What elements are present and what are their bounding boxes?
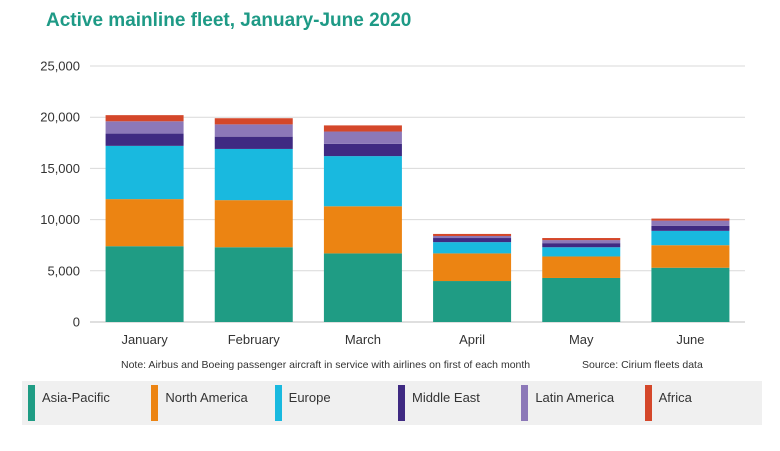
bar-segment (214, 136, 293, 149)
legend-label: Latin America (535, 390, 615, 405)
bar-segment (323, 156, 402, 207)
bar-segment (542, 240, 621, 244)
bar-segment (105, 115, 184, 122)
y-tick-label: 10,000 (40, 212, 80, 227)
y-tick-label: 5,000 (47, 263, 80, 278)
y-tick-label: 20,000 (40, 110, 80, 125)
x-tick-label: April (459, 332, 485, 347)
legend-label: Middle East (411, 390, 480, 405)
legend: Asia-Pacific North America Europe Middle Ea… (22, 381, 762, 425)
y-tick-label: 0 (73, 315, 80, 330)
bar-segment (433, 238, 512, 243)
legend-swatch (274, 385, 282, 421)
bar-segment (214, 247, 293, 322)
bar-segment (542, 256, 621, 278)
legend-swatch (151, 385, 159, 421)
legend-item: North America (145, 381, 268, 425)
bar-segment (323, 131, 402, 144)
x-tick-label: May (569, 332, 594, 347)
legend-swatch (28, 385, 35, 421)
bar-segment (105, 199, 184, 247)
bar-segment (214, 118, 293, 125)
bar-segment (323, 253, 402, 322)
bar-segment (542, 247, 621, 257)
legend-swatch (644, 385, 652, 421)
x-tick-label: January (121, 332, 168, 347)
legend-item: Africa (639, 381, 762, 425)
bar-segment (214, 148, 293, 201)
bar-segment (433, 242, 512, 254)
bar-segment (542, 243, 621, 248)
bar-segment (105, 145, 184, 200)
bar-segment (651, 267, 730, 322)
chart-title: Active mainline fleet, January-June 2020 (46, 10, 412, 31)
legend-item: Middle East (392, 381, 515, 425)
bar-segment (214, 200, 293, 248)
bar-segment (433, 233, 512, 236)
bar-segment (323, 143, 402, 157)
x-tick-label: February (228, 332, 281, 347)
x-tick-label: June (676, 332, 704, 347)
bar-segment (105, 121, 184, 134)
legend-swatch (521, 385, 529, 421)
bar-segment (651, 218, 730, 221)
bar-segment (542, 238, 621, 241)
bar-segment (651, 245, 730, 268)
bar-segment (105, 133, 184, 146)
bar-segment (651, 230, 730, 246)
y-tick-label: 15,000 (40, 161, 80, 176)
bar-segment (433, 235, 512, 239)
bar-segment (105, 246, 184, 322)
bar-segment (323, 125, 402, 132)
bar-segment (433, 281, 512, 322)
legend-item: Europe (269, 381, 392, 425)
legend-label: Asia-Pacific (42, 390, 110, 405)
legend-label: Europe (288, 390, 331, 405)
legend-swatch (397, 385, 405, 421)
bar-segment (214, 124, 293, 137)
bar-segment (542, 277, 621, 322)
chart-source: Source: Cirium fleets data (582, 359, 703, 371)
legend-label: North America (165, 390, 248, 405)
legend-item: Asia-Pacific (22, 381, 145, 425)
legend-label: Africa (658, 390, 692, 405)
y-tick-label: 25,000 (40, 59, 80, 74)
bar-segment (651, 220, 730, 226)
bar-segment (323, 206, 402, 254)
legend-item: Latin America (515, 381, 638, 425)
bar-segment (651, 225, 730, 231)
bar-segment (433, 253, 512, 282)
x-tick-label: March (345, 332, 381, 347)
chart-note: Note: Airbus and Boeing passenger aircra… (121, 359, 531, 371)
